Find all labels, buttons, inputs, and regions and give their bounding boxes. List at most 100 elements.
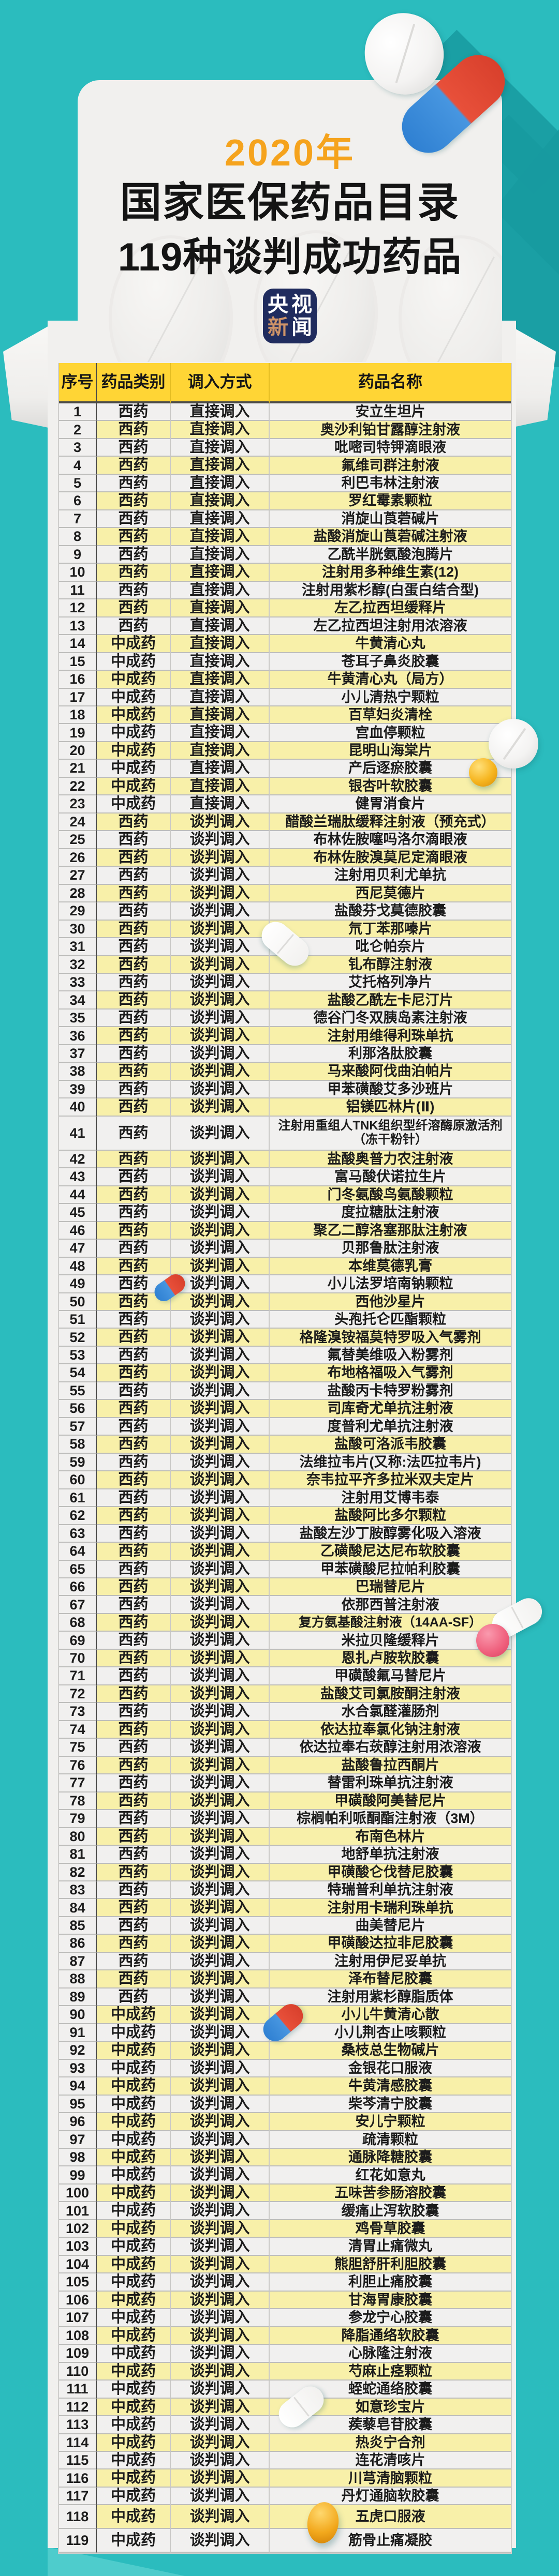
drug-name: 吡嘧司特钾滴眼液	[270, 439, 511, 457]
row-number: 67	[59, 1596, 97, 1614]
row-number: 66	[59, 1578, 97, 1596]
entry-method: 谈判调入	[171, 2381, 270, 2399]
entry-method: 谈判调入	[171, 2291, 270, 2310]
drug-name: 盐酸艾司氯胺酮注射液	[270, 1685, 511, 1704]
drug-category: 西药	[97, 1346, 171, 1365]
table-row: 88 西药 谈判调入 泽布替尼胶囊	[59, 1970, 511, 1989]
row-number: 31	[59, 938, 97, 956]
entry-method: 谈判调入	[171, 1703, 270, 1721]
drug-name: 参龙宁心胶囊	[270, 2309, 511, 2327]
table-row: 64 西药 谈判调入 乙磺酸尼达尼布软胶囊	[59, 1543, 511, 1561]
drug-category: 西药	[97, 1045, 171, 1063]
table-row: 115 中成药 谈判调入 连花清咳片	[59, 2451, 511, 2470]
table-row: 45 西药 谈判调入 度拉糖肽注射液	[59, 1204, 511, 1222]
entry-method: 直接调入	[171, 492, 270, 510]
row-number: 12	[59, 599, 97, 617]
entry-method: 直接调入	[171, 546, 270, 564]
drug-name: 甲磺酸达拉非尼胶囊	[270, 1935, 511, 1953]
drug-name: 百草妇炎清栓	[270, 706, 511, 725]
column-header: 序号	[59, 363, 97, 403]
drug-category: 中成药	[97, 2059, 171, 2078]
entry-method: 直接调入	[171, 439, 270, 457]
row-number: 51	[59, 1310, 97, 1329]
drug-category: 西药	[97, 1703, 171, 1721]
row-number: 102	[59, 2220, 97, 2238]
drug-name: 鸡骨草胶囊	[270, 2220, 511, 2238]
entry-method: 谈判调入	[171, 1596, 270, 1614]
row-number: 26	[59, 849, 97, 867]
entry-method: 直接调入	[171, 457, 270, 475]
entry-method: 谈判调入	[171, 1774, 270, 1792]
row-number: 76	[59, 1756, 97, 1775]
table-row: 117 中成药 谈判调入 丹灯通脑软胶囊	[59, 2487, 511, 2506]
drug-name: 西尼莫德片	[270, 884, 511, 903]
table-row: 13 西药 直接调入 左乙拉西坦注射用浓溶液	[59, 617, 511, 636]
entry-method: 谈判调入	[171, 1578, 270, 1596]
entry-method: 谈判调入	[171, 1045, 270, 1063]
logo-char: 新	[268, 316, 288, 339]
drug-category: 中成药	[97, 2529, 171, 2553]
drug-name: 氘丁苯那嗪片	[270, 920, 511, 939]
entry-method: 谈判调入	[171, 2166, 270, 2185]
table-row: 39 西药 谈判调入 甲苯磺酸艾多沙班片	[59, 1080, 511, 1099]
drug-category: 西药	[97, 884, 171, 903]
drug-name: 司库奇尤单抗注射液	[270, 1400, 511, 1418]
table-row: 90 中成药 谈判调入 小儿牛黄清心散	[59, 2006, 511, 2024]
row-number: 55	[59, 1382, 97, 1400]
table-row: 63 西药 谈判调入 盐酸左沙丁胺醇雾化吸入溶液	[59, 1525, 511, 1543]
table-row: 27 西药 谈判调入 注射用贝利尤单抗	[59, 867, 511, 885]
row-number: 119	[59, 2529, 97, 2553]
entry-method: 谈判调入	[171, 884, 270, 903]
row-number: 87	[59, 1952, 97, 1971]
table-row: 35 西药 谈判调入 德谷门冬双胰岛素注射液	[59, 1009, 511, 1028]
row-number: 75	[59, 1739, 97, 1757]
table-row: 73 西药 谈判调入 水合氯醛灌肠剂	[59, 1703, 511, 1721]
drug-name: 布林佐胺噻吗洛尔滴眼液	[270, 831, 511, 849]
drug-category: 中成药	[97, 2042, 171, 2060]
row-number: 22	[59, 777, 97, 796]
drug-name: 左乙拉西坦注射用浓溶液	[270, 617, 511, 636]
drug-category: 西药	[97, 1988, 171, 2007]
row-number: 72	[59, 1685, 97, 1704]
drug-name: 甘海胃康胶囊	[270, 2291, 511, 2310]
drug-category: 西药	[97, 1204, 171, 1222]
drug-name: 疏清颗粒	[270, 2131, 511, 2149]
table-row: 83 西药 谈判调入 特瑞普利单抗注射液	[59, 1881, 511, 1900]
drug-name: 蒺藜皂苷胶囊	[270, 2416, 511, 2434]
drug-category: 西药	[97, 439, 171, 457]
drug-category: 西药	[97, 1810, 171, 1828]
row-number: 3	[59, 439, 97, 457]
drug-name: 聚乙二醇洛塞那肽注射液	[270, 1222, 511, 1240]
drug-name: 芍麻止痉颗粒	[270, 2362, 511, 2381]
row-number: 24	[59, 813, 97, 832]
entry-method: 谈判调入	[171, 1685, 270, 1704]
drug-name: 度普利尤单抗注射液	[270, 1418, 511, 1436]
drug-category: 中成药	[97, 2416, 171, 2434]
drug-name: 特瑞普利单抗注射液	[270, 1881, 511, 1900]
entry-method: 谈判调入	[171, 2184, 270, 2203]
drug-name: 甲苯磺酸尼拉帕利胶囊	[270, 1560, 511, 1578]
entry-method: 谈判调入	[171, 1150, 270, 1169]
entry-method: 谈判调入	[171, 831, 270, 849]
row-number: 6	[59, 492, 97, 510]
row-number: 37	[59, 1045, 97, 1063]
drug-category: 中成药	[97, 2451, 171, 2470]
table-row: 49 西药 谈判调入 小儿法罗培南钠颗粒	[59, 1275, 511, 1293]
drug-name: 安立生坦片	[270, 403, 511, 421]
entry-method: 直接调入	[171, 742, 270, 760]
row-number: 95	[59, 2095, 97, 2114]
row-number: 68	[59, 1614, 97, 1632]
table-row: 119 中成药 谈判调入 筋骨止痛凝胶	[59, 2529, 511, 2553]
entry-method: 谈判调入	[171, 2416, 270, 2434]
drug-category: 西药	[97, 920, 171, 939]
header-year: 2020年	[224, 132, 356, 174]
drug-category: 西药	[97, 1525, 171, 1543]
drug-name: 布南色林片	[270, 1828, 511, 1846]
table-row: 89 西药 谈判调入 注射用紫杉醇脂质体	[59, 1988, 511, 2007]
drug-name: 筋骨止痛凝胶	[270, 2529, 511, 2553]
drug-name: 牛黄清感胶囊	[270, 2077, 511, 2096]
drug-category: 中成药	[97, 688, 171, 706]
row-number: 36	[59, 1027, 97, 1045]
drug-name: 盐酸丙卡特罗粉雾剂	[270, 1382, 511, 1400]
entry-method: 谈判调入	[171, 1863, 270, 1881]
